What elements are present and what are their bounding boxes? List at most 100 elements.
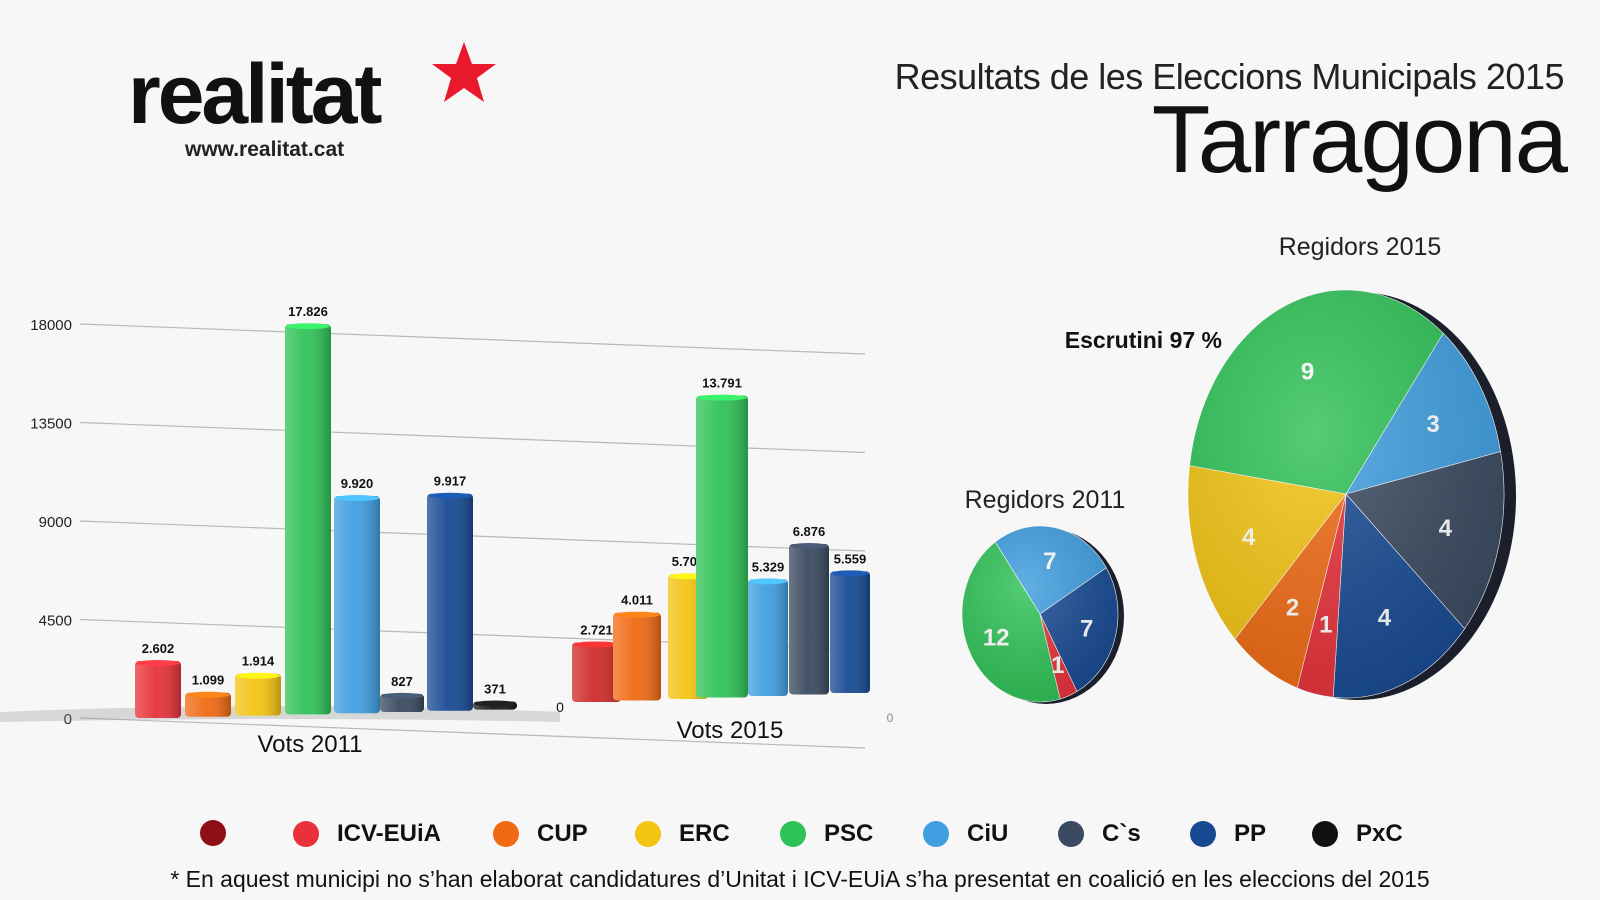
bar-value-label: 1.099 <box>192 673 225 688</box>
pie-title-2015: Regidors 2015 <box>1279 233 1442 261</box>
election-charts: 0 4500 9000 13500 18000 2.602 1.099 1.914 17.82… <box>0 233 1516 758</box>
bar: 6.876 <box>789 524 829 695</box>
legend-item: PxC <box>1312 820 1403 848</box>
y-tick-label: 9000 <box>39 514 72 531</box>
bar-top <box>236 672 280 679</box>
page-subtitle: Resultats de les Eleccions Municipals 20… <box>894 56 1565 97</box>
bar: 9.920 <box>334 476 380 714</box>
bar: 1.914 <box>235 654 281 716</box>
bar-shading <box>748 579 788 696</box>
bar-shading <box>613 612 661 701</box>
legend-label: ERC <box>679 820 730 847</box>
y-tick-label: 0 <box>64 711 72 728</box>
bar-top <box>790 542 828 549</box>
bar-shading <box>696 395 748 698</box>
trailing-zero-label: 0 <box>887 711 894 725</box>
legend-item: CiU <box>923 820 1008 848</box>
y-tick-label: 13500 <box>30 416 72 433</box>
legend: ICV-EUiA CUP ERC PSC CiU C`s PP PxC <box>0 820 1600 864</box>
bar-shading <box>135 661 181 718</box>
logo-wordmark: realitat <box>128 47 382 141</box>
bar-shading <box>185 692 231 717</box>
bar: 2.721 <box>572 622 621 702</box>
legend-item <box>200 820 244 846</box>
legend-item: PSC <box>780 820 873 848</box>
legend-item: ICV-EUiA <box>293 820 441 848</box>
bar: 17.826 <box>285 304 331 715</box>
legend-dot-icon <box>493 821 519 847</box>
legend-dot-icon <box>780 821 806 847</box>
legend-dot-icon <box>1190 821 1216 847</box>
bar-top <box>381 692 423 699</box>
bar-value-label: 1.914 <box>242 654 275 669</box>
bar-shading <box>285 324 331 715</box>
bar-top <box>335 495 379 502</box>
bar-value-label: 2.602 <box>142 641 175 656</box>
legend-label: ICV-EUiA <box>337 820 442 847</box>
pie-gloss <box>1188 290 1504 698</box>
legend-label: PSC <box>824 820 874 847</box>
legend-dot-icon <box>200 820 226 846</box>
bar-value-label: 371 <box>484 681 506 696</box>
legend-dot-icon <box>1312 821 1338 847</box>
legend-item: C`s <box>1058 820 1141 848</box>
footnote: * En aquest municipi no s’han elaborat c… <box>170 866 1430 892</box>
group-label-2015: Vots 2015 <box>677 717 784 744</box>
bar-shading <box>334 496 380 714</box>
bar-top <box>428 492 472 499</box>
bar-top <box>749 578 787 585</box>
legend-label: CUP <box>537 820 588 847</box>
bar: 2.602 <box>135 641 181 718</box>
legend-item: CUP <box>493 820 588 848</box>
bar-top <box>474 700 516 707</box>
bar: 5.559 <box>830 551 870 693</box>
y-tick-label: 18000 <box>30 317 72 334</box>
bar-top <box>614 611 660 618</box>
bar-value-label: 2.721 <box>580 622 613 637</box>
pie-title-2011: Regidors 2011 <box>965 486 1126 514</box>
bar-shading <box>830 571 870 693</box>
legend-dot-icon <box>293 821 319 847</box>
bar-shading <box>427 493 473 711</box>
bar: 13.791 <box>696 376 748 698</box>
count-note: Escrutini 97 % <box>1065 327 1222 353</box>
bar-value-label: 5.559 <box>834 551 867 566</box>
group-label-2011: Vots 2011 <box>258 731 363 758</box>
pie-gloss <box>962 526 1118 702</box>
legend-dot-icon <box>1058 821 1084 847</box>
legend-item: PP <box>1190 820 1266 848</box>
legend-label: PxC <box>1356 820 1403 847</box>
bar: 371 <box>473 681 517 710</box>
legend-dot-icon <box>635 821 661 847</box>
zero-label: 0 <box>556 699 564 715</box>
bar-shading <box>235 673 281 716</box>
page-title: Tarragona <box>1151 86 1568 193</box>
grid-line <box>79 323 866 355</box>
bar: 827 <box>380 674 424 712</box>
grid-line <box>79 717 866 749</box>
red-star-icon <box>432 42 496 102</box>
bar-value-label: 9.917 <box>434 474 467 489</box>
bar-top <box>286 323 330 330</box>
bar-top <box>573 641 620 648</box>
bar-value-label: 4.011 <box>621 593 653 608</box>
y-tick-label: 4500 <box>39 613 72 630</box>
legend-label: CiU <box>967 820 1009 847</box>
bar-top <box>136 660 180 667</box>
legend-label: C`s <box>1102 820 1141 847</box>
bar: 4.011 <box>613 593 661 701</box>
bar: 5.329 <box>748 559 788 696</box>
bar-value-label: 13.791 <box>702 376 742 391</box>
bar-top <box>186 691 230 698</box>
legend-item: ERC <box>635 820 730 848</box>
logo-url: www.realitat.cat <box>185 138 345 161</box>
bar: 9.917 <box>427 474 473 711</box>
legend-label: PP <box>1234 820 1267 847</box>
bar-shading <box>789 543 829 695</box>
bar-top <box>697 394 747 401</box>
bar-value-label: 827 <box>391 674 413 689</box>
bar-top <box>831 570 869 577</box>
bar-value-label: 17.826 <box>288 304 328 319</box>
bar-value-label: 6.876 <box>793 524 826 539</box>
bar-value-label: 9.920 <box>341 476 374 491</box>
